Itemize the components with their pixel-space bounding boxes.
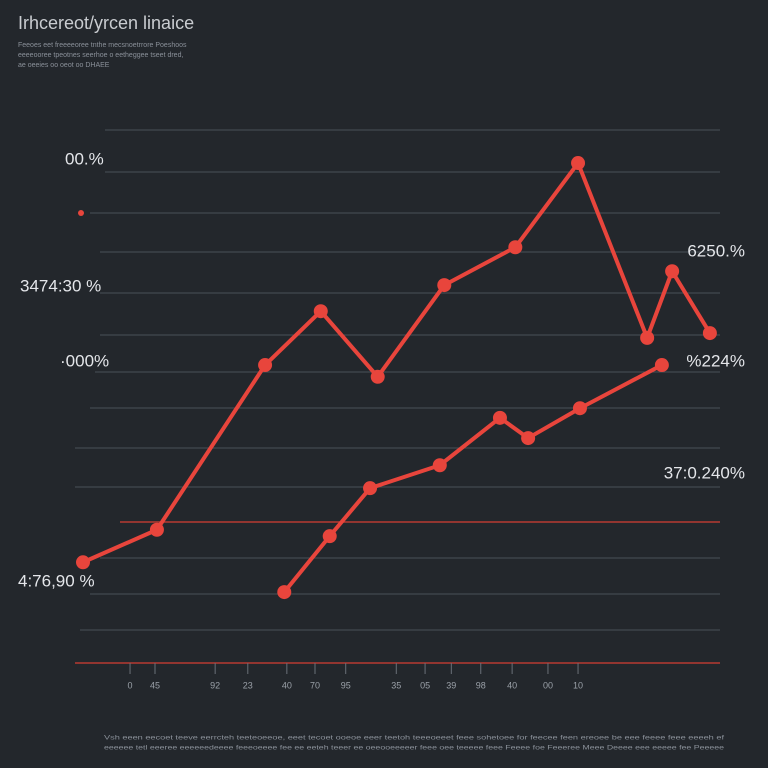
x-tick-label: 00 xyxy=(543,680,553,690)
data-point xyxy=(277,585,292,600)
x-tick-label: 10 xyxy=(573,680,583,690)
data-point xyxy=(149,522,164,537)
data-point xyxy=(702,326,717,341)
series-line xyxy=(82,161,712,565)
x-tick-label: 39 xyxy=(446,680,456,690)
data-point xyxy=(640,330,655,345)
series-line xyxy=(282,363,663,594)
data-point xyxy=(370,369,385,384)
x-tick-label: 0 xyxy=(128,680,133,690)
annotation: %224% xyxy=(686,351,745,370)
x-tick-label: 95 xyxy=(341,680,351,690)
subtitle: ae oeeies oo oeot oo DHAEE xyxy=(18,62,110,69)
data-point xyxy=(665,264,680,279)
data-point xyxy=(508,240,523,255)
x-tick-label: 92 xyxy=(210,680,220,690)
x-tick-label: 35 xyxy=(391,680,401,690)
annotation: 6250.% xyxy=(687,241,745,260)
data-point xyxy=(572,401,587,416)
data-point xyxy=(571,156,586,171)
data-point xyxy=(363,481,378,496)
data-point xyxy=(437,278,452,293)
data-point xyxy=(76,555,90,570)
subtitle: eeeeooree tpeotnes seerhoe o eetheggee t… xyxy=(18,52,183,59)
x-tick-label: 05 xyxy=(420,680,430,690)
x-tick-label: 45 xyxy=(150,680,160,690)
footnote: Vsh eeen eecoet teeve eerrcteh teeteoeeo… xyxy=(104,735,724,742)
data-point xyxy=(432,458,447,473)
x-tick-label: 40 xyxy=(282,680,292,690)
data-point xyxy=(521,431,536,446)
x-tick-label: 40 xyxy=(507,680,517,690)
data-point xyxy=(258,358,273,373)
data-point xyxy=(654,358,669,373)
accent-dot xyxy=(78,210,84,216)
annotation: 4:76,90 % xyxy=(18,571,95,590)
annotation: 3474:30 % xyxy=(20,276,101,295)
x-tick-label: 98 xyxy=(476,680,486,690)
data-point xyxy=(313,304,328,319)
subtitle: Feeoes eet freeeeoree tnthe mecsnoetrror… xyxy=(18,42,187,49)
x-tick-label: 70 xyxy=(310,680,320,690)
footnote: eeeeee tetl eeeree eeeeeedeeee feeeoeeee… xyxy=(104,745,725,752)
x-tick-label: 23 xyxy=(243,680,253,690)
annotation: ·000% xyxy=(60,351,109,370)
chart-title: Irhcereot/yrcen linaice xyxy=(18,13,194,33)
annotation: 37:0.240% xyxy=(664,463,745,482)
data-point xyxy=(492,410,507,425)
data-point xyxy=(322,529,337,544)
annotation: 00.% xyxy=(65,149,104,168)
